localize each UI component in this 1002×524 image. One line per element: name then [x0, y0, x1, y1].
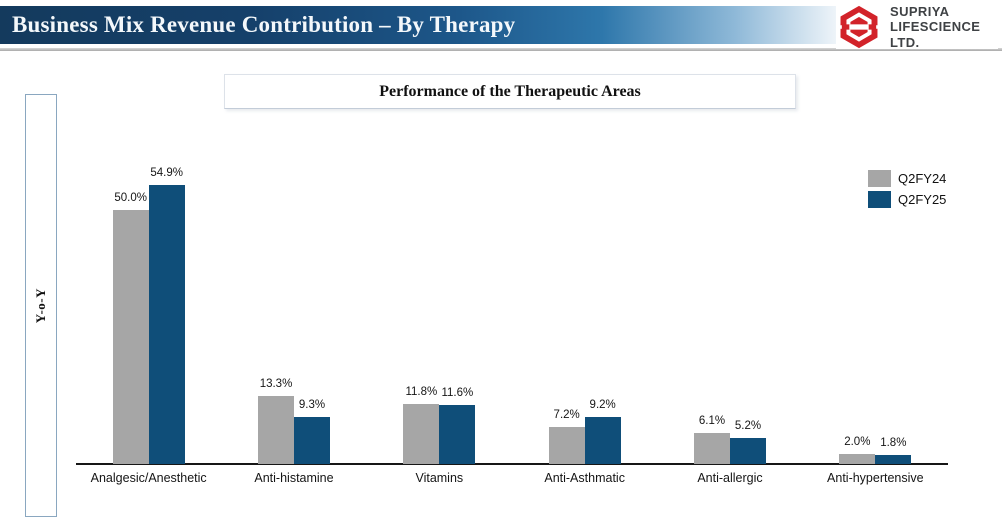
bar-q2fy24-5	[694, 433, 730, 464]
logo-company-name: SUPRIYA LIFESCIENCE LTD.	[890, 4, 998, 51]
bar-value-label: 9.3%	[298, 399, 326, 411]
chart-title: Performance of the Therapeutic Areas	[379, 82, 641, 100]
category-label: Anti-hypertensive	[827, 471, 924, 485]
bar-value-label: 9.2%	[589, 399, 616, 411]
company-logo: SUPRIYA LIFESCIENCE LTD.	[836, 4, 998, 51]
bar-value-label: 7.2%	[553, 409, 580, 421]
legend-swatch	[868, 191, 891, 208]
legend-label: Q2FY24	[898, 171, 947, 186]
chart-title-box: Performance of the Therapeutic Areas	[224, 74, 796, 109]
category-label: Anti-histamine	[254, 471, 334, 485]
bar-q2fy25-2	[294, 417, 330, 464]
category-label: Vitamins	[415, 471, 464, 485]
legend-swatch	[868, 170, 891, 187]
bar-q2fy24-2	[258, 396, 294, 464]
legend: Q2FY24 Q2FY25	[868, 170, 946, 212]
bar-value-label: 2.0%	[844, 436, 871, 448]
bar-q2fy24-4	[548, 427, 585, 464]
bar-q2fy24-3	[403, 404, 440, 464]
category-label: Anti-allergic	[697, 471, 763, 485]
bar-value-label: 11.8%	[405, 386, 438, 398]
bar-value-label: 54.9%	[150, 167, 183, 179]
bar-q2fy25-6	[875, 455, 912, 464]
bar-q2fy25-3	[439, 405, 476, 464]
logo-hexagon-icon	[838, 5, 880, 49]
bar-value-label: 6.1%	[698, 415, 726, 427]
logo-line2: LIFESCIENCE LTD.	[890, 19, 981, 50]
legend-label: Q2FY25	[898, 192, 947, 207]
legend-item-q2fy24: Q2FY24	[868, 170, 946, 187]
bar-q2fy24-1	[112, 210, 149, 464]
category-label: Analgesic/Anesthetic	[90, 471, 207, 485]
y-axis-label-box: Y-o-Y	[25, 94, 57, 517]
legend-item-q2fy25: Q2FY25	[868, 191, 946, 208]
header-banner: Business Mix Revenue Contribution – By T…	[0, 6, 836, 44]
bar-q2fy24-6	[839, 454, 876, 464]
page-title: Business Mix Revenue Contribution – By T…	[12, 12, 516, 37]
bar-value-label: 50.0%	[114, 192, 147, 204]
bar-value-label: 13.3%	[259, 378, 293, 390]
header-separator	[0, 48, 1002, 51]
bar-value-label: 5.2%	[734, 420, 762, 432]
bar-value-label: 11.6%	[441, 387, 474, 399]
x-axis-line	[76, 463, 948, 465]
bar-q2fy25-4	[584, 417, 621, 464]
bar-value-label: 1.8%	[880, 437, 907, 449]
bar-q2fy25-5	[730, 438, 766, 464]
bar-q2fy25-1	[148, 185, 185, 464]
logo-line1: SUPRIYA	[890, 3, 950, 19]
category-label: Anti-Asthmatic	[544, 471, 625, 485]
